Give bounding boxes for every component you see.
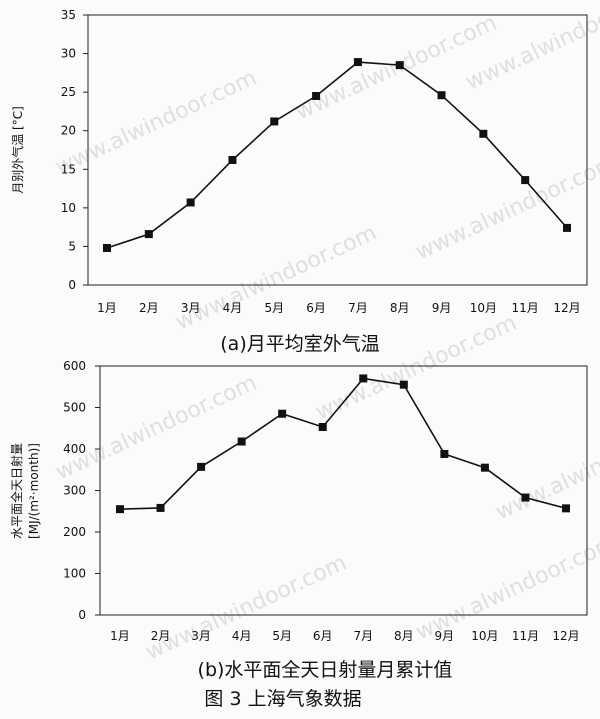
data-point [144,230,153,239]
x-tick-label: 3月 [181,301,201,315]
x-tick-label: 6月 [313,629,333,643]
data-point [116,505,124,514]
x-tick-label: 10月 [471,629,498,643]
data-point [197,462,206,471]
watermark-text: www.alwindoor.com [52,370,261,485]
x-tick-label: 2月 [151,629,171,643]
x-tick-label: 1月 [97,301,117,315]
chart-b: 0 100 200 300 400 500 600 1月 2月 3月 4月 5月 6月 7月 8月 9月 10月… [9,359,588,681]
x-tick-label: 10月 [470,301,497,315]
watermark-text: www.alwindoor.com [412,150,600,265]
chart-b-axes: 0 100 200 300 400 500 600 1月 2月 3月 4月 5月 6月 7月 8月 9月 10月… [63,359,580,643]
y-tick-label: 25 [61,85,76,99]
chart-a-plot-area [87,14,588,286]
watermark-text: www.alwindoor.com [492,410,600,525]
y-tick-label: 600 [63,359,86,373]
data-point [318,423,327,432]
data-point [103,243,111,252]
y-tick-label: 20 [61,124,76,138]
data-point [395,61,404,70]
x-tick-label: 6月 [306,301,326,315]
data-point [278,409,287,418]
chart-b-caption: (b)水平面全天日射量月累计值 [198,659,453,681]
watermark-text: www.alwindoor.com [142,550,351,665]
data-point [521,493,530,502]
x-tick-label: 8月 [394,629,414,643]
data-point [480,463,489,472]
series-line [106,61,568,249]
chart-a-caption: (a)月平均室外气温 [220,333,379,355]
watermark-text: www.alwindoor.com [312,310,521,425]
chart-a: 0 5 10 15 20 25 30 35 1月 2月 3月 4月 5月 6月 7月 8月 9月 10月 11月 12… [10,8,588,355]
x-tick-label: 7月 [353,629,373,643]
x-tick-label: 7月 [348,301,368,315]
x-tick-label: 9月 [432,301,452,315]
x-tick-label: 5月 [272,629,292,643]
x-tick-label: 1月 [110,629,130,643]
figure-caption: 图 3 上海气象数据 [204,688,361,710]
data-point [479,129,488,138]
y-tick-label: 35 [61,8,76,22]
chart-b-ylabel-line2: [MJ/(m²·month)] [27,443,41,539]
data-point [353,58,362,67]
y-tick-label: 0 [68,278,76,292]
y-tick-label: 10 [61,201,76,215]
data-point [156,503,165,512]
x-tick-label: 11月 [512,301,539,315]
x-tick-label: 2月 [139,301,159,315]
chart-b-marks [116,374,570,514]
chart-a-ylabel: 月别外气温 [°C] [10,106,25,194]
x-tick-label: 4月 [232,629,252,643]
x-tick-label: 12月 [552,629,579,643]
data-point [186,198,195,207]
y-tick-label: 5 [68,239,76,253]
data-point [228,156,237,165]
x-tick-label: 12月 [553,301,580,315]
chart-a-marks [103,58,571,252]
watermark-text: www.alwindoor.com [172,220,381,335]
x-tick-label: 4月 [223,301,243,315]
data-point [563,223,571,232]
x-tick-label: 5月 [264,301,284,315]
x-tick-label: 11月 [512,629,539,643]
data-point [312,92,321,100]
data-point [399,380,408,389]
chart-a-axes: 0 5 10 15 20 25 30 35 1月 2月 3月 4月 5月 6月 7月 8月 9月 10月 11月 12… [61,8,581,315]
data-point [270,117,279,126]
y-tick-label: 200 [63,525,86,539]
y-tick-label: 100 [63,567,86,581]
y-tick-label: 300 [63,484,86,498]
chart-b-ylabel-line1: 水平面全天日射量 [9,443,24,539]
y-tick-label: 400 [63,442,86,456]
data-point [237,437,246,446]
data-point [562,504,570,513]
x-tick-label: 3月 [191,629,211,643]
x-tick-label: 8月 [390,301,410,315]
data-point [359,374,368,383]
data-point [521,176,530,185]
y-tick-label: 30 [61,47,76,61]
data-point [440,449,449,458]
series-line [119,377,567,510]
data-point [437,91,446,100]
y-tick-label: 500 [63,401,86,415]
y-tick-label: 15 [61,162,76,176]
y-tick-label: 0 [78,608,86,622]
x-tick-label: 9月 [435,629,455,643]
